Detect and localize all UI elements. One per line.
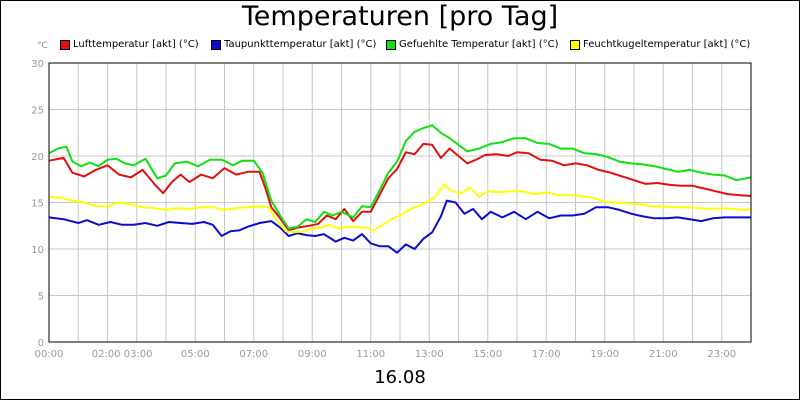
x-tick-label: 02:00 03:00 [92,349,153,360]
plot-area [48,62,752,343]
x-tick-label: 21:00 [649,349,678,360]
x-tick-labels: 00:00 02:00 03:00 05:00 07:00 09:00 11:00 13:0… [35,349,737,360]
x-tick-label: 23:00 [707,349,736,360]
y-tick-labels: 0 5 10 15 20 25 30 [31,59,44,349]
x-axis-label: 16.08 [374,367,426,388]
y-tick-label: 5 [38,292,44,303]
x-tick-label: 09:00 [298,349,327,360]
y-tick-label: 30 [31,59,44,70]
x-tick-label: 07:00 [239,349,268,360]
x-tick-label: 13:00 [415,349,444,360]
x-tick-label: 19:00 [590,349,619,360]
series-line-2 [48,124,752,230]
legend-label: Gefuehlte Temperatur [akt] (°C) [399,39,559,50]
legend-label: Feuchtkugeltemperatur [akt] (°C) [583,39,751,50]
y-tick-label: 10 [31,245,44,256]
chart-title: Temperaturen [pro Tag] [241,1,559,32]
grid-lines [48,62,752,343]
y-axis-unit: °C [37,41,48,51]
x-tick-label: 11:00 [356,349,385,360]
legend-label: Taupunkttemperatur [akt] (°C) [224,39,377,50]
legend-label: Lufttemperatur [akt] (°C) [73,39,199,50]
series-line-1 [48,199,751,254]
legend-swatch-yellow [570,40,580,50]
x-tick-label: 17:00 [532,349,561,360]
legend-swatch-blue [211,40,221,50]
y-tick-label: 25 [31,106,44,117]
x-tick-label: 15:00 [473,349,502,360]
series-lines [48,124,752,254]
legend-swatch-green [386,40,396,50]
legend-swatch-red [60,40,70,50]
y-tick-label: 20 [31,152,44,163]
x-tick-label: 05:00 [181,349,210,360]
y-tick-label: 0 [38,338,44,349]
y-tick-label: 15 [31,199,44,210]
series-line-0 [48,142,752,232]
series-line-3 [48,183,752,234]
x-tick-label: 00:00 [35,349,64,360]
